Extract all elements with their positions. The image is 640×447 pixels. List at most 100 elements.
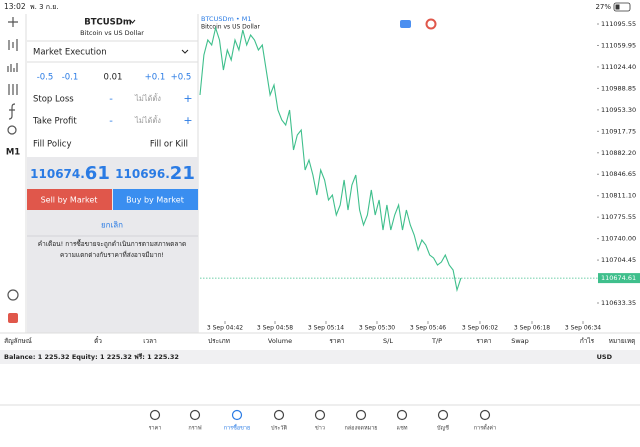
column-header[interactable]: T/P	[431, 337, 442, 345]
ask-main: 110696.	[115, 167, 170, 181]
tp-label: Take Profit	[32, 117, 77, 127]
tab-icon[interactable]	[231, 409, 243, 421]
tab-icon[interactable]	[437, 409, 449, 421]
crosshair-icon[interactable]	[8, 17, 18, 27]
y-tick-label: 110953.30	[601, 106, 636, 114]
volume-step[interactable]: -0.1	[62, 73, 79, 83]
y-tick-label: 110811.10	[601, 192, 636, 200]
price-area	[27, 157, 198, 333]
x-tick-label: 3 Sep 05:30	[359, 325, 395, 332]
column-header[interactable]: สัญลักษณ์	[4, 337, 32, 345]
execution-type[interactable]: Market Execution	[33, 48, 107, 58]
y-tick-label: 110633.35	[601, 299, 636, 307]
status-time: 13:02	[4, 2, 26, 11]
indicators-icon[interactable]	[8, 84, 18, 95]
x-tick-label: 3 Sep 06:02	[462, 325, 498, 332]
buy-button[interactable]	[113, 189, 198, 210]
tab-label[interactable]: ประวัติ	[271, 425, 287, 432]
column-header[interactable]: ราคา	[476, 337, 491, 345]
sl-minus[interactable]: -	[109, 94, 113, 105]
table-header: สัญลักษณ์ ตั๋ว เวลา ประเภท Volume ราคา S/L T/P ร…	[4, 336, 635, 345]
x-tick-label: 3 Sep 04:42	[207, 325, 243, 332]
tab-icon[interactable]	[355, 409, 367, 421]
bid-main: 110674.	[30, 167, 85, 181]
y-tick-label: 110846.65	[601, 170, 636, 178]
sell-button[interactable]	[27, 189, 112, 210]
toolbar: M1	[6, 17, 20, 323]
tab-icon[interactable]	[479, 409, 491, 421]
y-tick-label: 110917.75	[601, 127, 636, 135]
zoom-icon[interactable]	[7, 289, 19, 301]
tab-label[interactable]: กล่องจดหมาย	[344, 426, 377, 432]
column-header[interactable]: เวลา	[143, 337, 157, 345]
symbol-description: Bitcoin vs US Dollar	[80, 29, 144, 37]
y-tick-label: 110704.45	[601, 256, 636, 264]
volume-step[interactable]: +0.1	[145, 73, 166, 83]
column-header[interactable]: หมายเหตุ	[609, 337, 636, 345]
tab-label[interactable]: ราคา	[149, 426, 162, 432]
sl-value[interactable]: ไม่ได้ตั้ง	[134, 93, 161, 103]
x-tick-label: 3 Sep 05:46	[410, 325, 446, 332]
chevron	[129, 19, 136, 24]
tab-label[interactable]: การซื้อขาย	[224, 424, 250, 432]
y-tick-label: 110775.55	[601, 213, 636, 221]
column-header[interactable]: Volume	[268, 337, 292, 345]
column-header[interactable]: S/L	[383, 337, 393, 345]
tp-plus[interactable]: +	[183, 114, 192, 127]
last-price-label: 110674.61	[601, 274, 636, 282]
y-tick-label: 111095.55	[601, 20, 636, 28]
tab-label[interactable]: บัญชี	[437, 425, 449, 432]
tab-bar: ราคา กราฟ การซื้อขาย ประวัติ ข่าว กล่องจดหมาย…	[149, 409, 496, 432]
chart-subtitle: Bitcoin vs US Dollar	[201, 24, 260, 31]
x-tick-label: 3 Sep 06:34	[565, 325, 601, 332]
objects-icon[interactable]	[7, 125, 17, 135]
warning-line: คำเตือน! การซื้อขายจะถูกดำเนินการตามสภาพ…	[38, 239, 186, 248]
chart: 111095.55 111059.95 111024.40 110988.85 1109…	[199, 20, 640, 332]
fill-policy-value[interactable]: Fill or Kill	[150, 140, 188, 150]
x-tick-label: 3 Sep 06:18	[514, 325, 550, 332]
sl-plus[interactable]: +	[183, 92, 192, 105]
column-header[interactable]: ตั๋ว	[94, 336, 102, 345]
function-icon[interactable]	[8, 103, 16, 120]
y-tick-label: 110740.00	[601, 235, 636, 243]
timeframe[interactable]: M1	[6, 148, 20, 158]
ask-digits: 21	[170, 163, 195, 184]
tab-icon[interactable]	[189, 409, 201, 421]
tab-icon[interactable]	[396, 409, 408, 421]
sell-label[interactable]: Sell by Market	[41, 196, 98, 205]
price-line	[199, 25, 462, 293]
settings-icon[interactable]	[8, 313, 18, 323]
column-header[interactable]: กำไร	[580, 337, 595, 345]
volume-step[interactable]: +0.5	[171, 73, 192, 83]
tab-label[interactable]: กราฟ	[188, 425, 201, 432]
tab-label[interactable]: ข่าว	[315, 426, 325, 432]
y-tick-label: 110882.20	[601, 149, 636, 157]
column-header[interactable]: ประเภท	[208, 337, 230, 345]
tab-label[interactable]: แชท	[397, 425, 408, 432]
balance-row	[0, 350, 640, 364]
battery-icon	[613, 2, 631, 12]
one-click-icon[interactable]	[400, 20, 411, 28]
trade-icon[interactable]	[425, 18, 437, 30]
buy-label[interactable]: Buy by Market	[126, 196, 184, 205]
battery-text: 27%	[595, 3, 611, 11]
bars-icon[interactable]	[7, 63, 18, 72]
tab-icon[interactable]	[149, 409, 161, 421]
column-header[interactable]: ราคา	[329, 337, 344, 345]
tab-icon[interactable]	[273, 409, 285, 421]
battery-level	[615, 4, 620, 10]
tp-minus[interactable]: -	[109, 116, 113, 127]
cancel-button[interactable]: ยกเลิก	[101, 221, 123, 230]
tab-label[interactable]: การตั้งค่า	[474, 424, 496, 432]
candles-icon[interactable]	[8, 39, 18, 51]
y-tick-label: 111024.40	[601, 63, 636, 71]
tp-value[interactable]: ไม่ได้ตั้ง	[134, 115, 161, 125]
bid-digits: 61	[85, 163, 110, 184]
column-header[interactable]: Swap	[511, 337, 529, 345]
volume-value[interactable]: 0.01	[104, 73, 123, 83]
tab-icon[interactable]	[314, 409, 326, 421]
volume-step[interactable]: -0.5	[37, 73, 54, 83]
y-tick-label: 111059.95	[601, 41, 636, 49]
symbol[interactable]: BTCUSDm	[84, 18, 132, 28]
